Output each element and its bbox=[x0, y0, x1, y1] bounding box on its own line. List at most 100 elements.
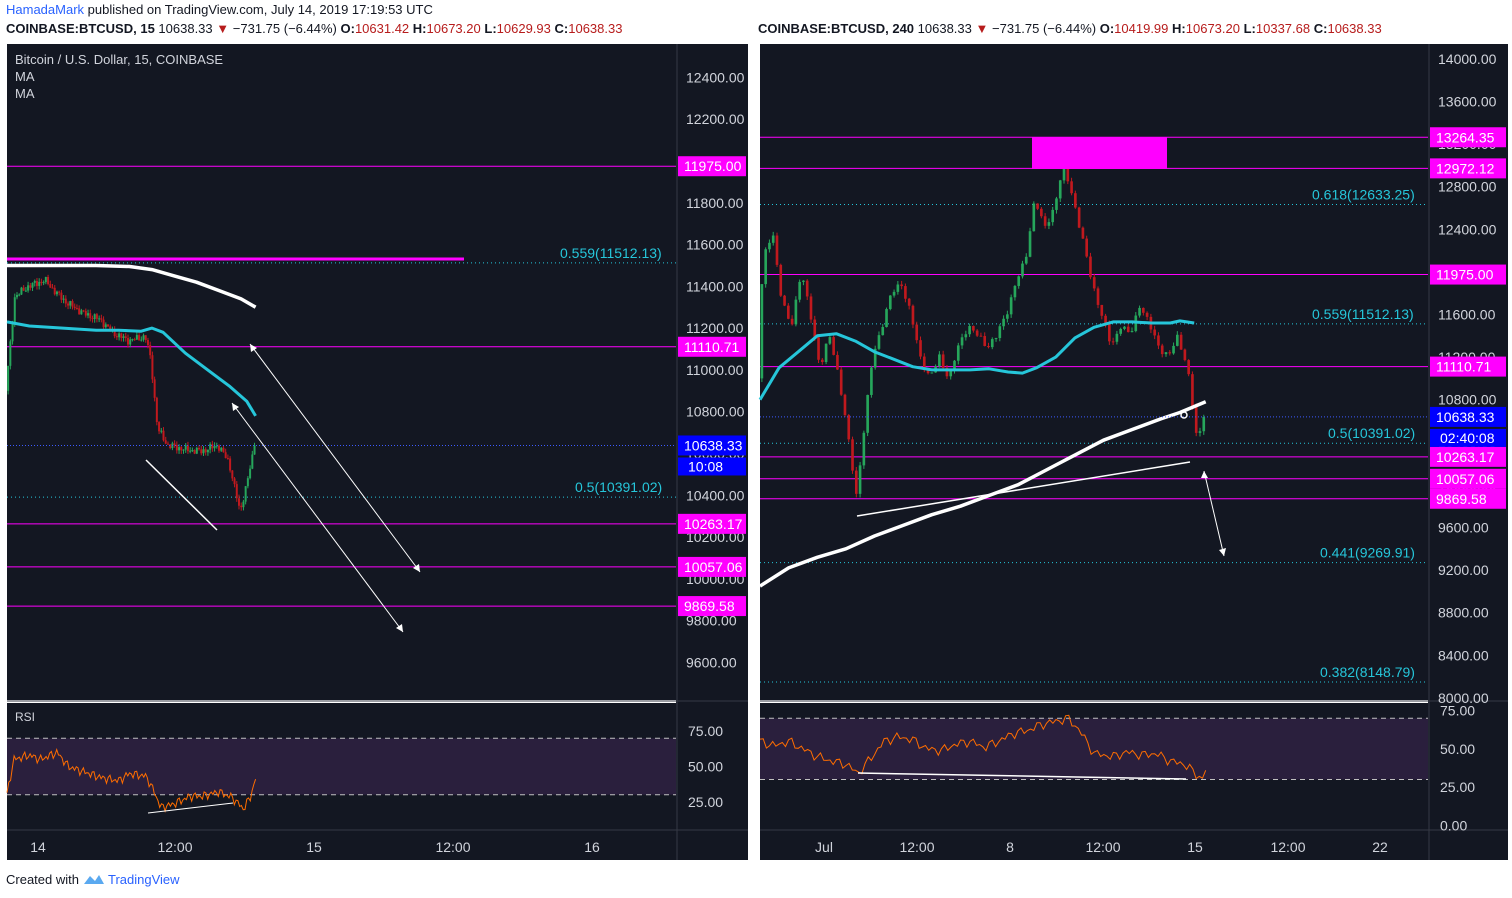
right-last-price-tag bbox=[1430, 406, 1506, 427]
left-chart-title: Bitcoin / U.S. Dollar, 15, COINBASE bbox=[15, 52, 223, 67]
tradingview-logo-icon bbox=[83, 873, 105, 888]
right-candle-body bbox=[990, 339, 994, 348]
right-candle-body bbox=[775, 235, 779, 265]
right-candle-body bbox=[987, 345, 990, 348]
left-ma-slow-line bbox=[7, 263, 257, 309]
left-indicator-label: MA bbox=[15, 86, 35, 101]
left-candle-body bbox=[78, 308, 81, 315]
right-candle-body bbox=[1100, 304, 1104, 316]
left-candle-body bbox=[64, 298, 67, 304]
right-fib-label: 0.618(12633.25) bbox=[1312, 186, 1415, 202]
right-level-tag bbox=[1430, 488, 1506, 509]
left-candle-body bbox=[42, 282, 45, 284]
left-candle-body bbox=[62, 298, 65, 300]
right-level-tag-text: 10263.17 bbox=[1436, 449, 1495, 465]
right-candle-body bbox=[1176, 334, 1179, 346]
right-candle-body bbox=[1119, 328, 1122, 334]
right-candle-body bbox=[832, 337, 835, 355]
right-l-label: L: bbox=[1243, 21, 1256, 36]
right-candle-body bbox=[949, 369, 953, 377]
left-y-tick: 9800.00 bbox=[686, 613, 737, 629]
left-level-tag bbox=[678, 513, 746, 534]
left-indicator-label: MA bbox=[15, 69, 35, 84]
right-trend-line bbox=[856, 461, 1191, 517]
left-candle-body bbox=[67, 303, 70, 306]
author-link[interactable]: HamadaMark bbox=[6, 2, 85, 17]
right-candle-body bbox=[794, 299, 798, 325]
right-level-tag bbox=[1430, 127, 1506, 148]
right-candle-body bbox=[930, 372, 934, 374]
right-candle-body bbox=[809, 296, 813, 320]
left-candle-body bbox=[100, 318, 103, 320]
left-candle-body bbox=[80, 310, 83, 315]
right-projection-arrow bbox=[1203, 470, 1225, 557]
left-candle-body bbox=[240, 505, 243, 508]
left-candle-body bbox=[102, 319, 105, 328]
left-candle-body bbox=[160, 430, 163, 432]
right-candle-body bbox=[1066, 163, 1070, 182]
right-candle-body bbox=[922, 356, 926, 371]
left-candle-body bbox=[206, 449, 209, 453]
right-y-tick: 8800.00 bbox=[1438, 605, 1489, 621]
left-candle-body bbox=[155, 397, 158, 423]
right-rsi-tick: 0.00 bbox=[1440, 817, 1467, 833]
right-x-tick: Jul bbox=[815, 839, 833, 855]
left-x-tick: 16 bbox=[584, 839, 600, 855]
right-candle-body bbox=[824, 343, 828, 363]
down-triangle-icon: ▼ bbox=[216, 21, 230, 36]
right-candle-body bbox=[1074, 193, 1077, 208]
right-candle-body bbox=[1040, 208, 1043, 217]
left-candle-body bbox=[95, 314, 98, 319]
left-candle-body bbox=[131, 339, 134, 341]
right-candle-body bbox=[896, 284, 900, 292]
right-candle-body bbox=[836, 354, 839, 370]
right-candle-body bbox=[1160, 345, 1164, 355]
right-candle-body bbox=[873, 348, 877, 368]
right-candle-body bbox=[1092, 277, 1096, 289]
right-y-tick: 13600.00 bbox=[1438, 94, 1497, 110]
left-y-tick: 11200.00 bbox=[686, 320, 744, 336]
left-o-label: O: bbox=[340, 21, 355, 36]
right-level-tag bbox=[1430, 356, 1506, 377]
tradingview-brand[interactable]: TradingView bbox=[108, 872, 180, 887]
left-level-tag bbox=[678, 156, 746, 177]
right-candle-body bbox=[1051, 209, 1055, 223]
left-candle-body bbox=[29, 285, 32, 288]
right-candle-body bbox=[1168, 352, 1172, 354]
left-candle-body bbox=[242, 501, 245, 508]
right-candle-body bbox=[885, 309, 888, 328]
right-o-label: O: bbox=[1099, 21, 1115, 36]
right-candle-body bbox=[1172, 345, 1175, 354]
left-rsi-tick: 75.00 bbox=[688, 723, 723, 739]
right-candle-body bbox=[1138, 307, 1141, 316]
published-text: published on TradingView.com, July 14, 2… bbox=[87, 2, 433, 17]
right-candle-body bbox=[798, 281, 801, 300]
left-candle-body bbox=[13, 297, 16, 325]
left-fib-label: 0.5(10391.02) bbox=[575, 479, 662, 495]
left-candle-body bbox=[146, 340, 149, 346]
right-x-tick: 8 bbox=[1006, 839, 1014, 855]
right-ma-fast-line bbox=[758, 319, 1195, 401]
left-x-tick: 14 bbox=[30, 839, 46, 855]
right-candle-body bbox=[779, 264, 783, 296]
left-rsi-band bbox=[7, 738, 676, 795]
left-candle-body bbox=[140, 339, 143, 341]
left-candle-body bbox=[215, 445, 218, 447]
right-rsi-tick: 75.00 bbox=[1440, 703, 1475, 719]
right-level-tag-text: 10057.06 bbox=[1436, 471, 1495, 487]
right-y-tick: 12800.00 bbox=[1438, 179, 1497, 195]
right-candle-body bbox=[1028, 231, 1032, 257]
right-candle-body bbox=[1043, 216, 1047, 226]
right-candle-body bbox=[760, 284, 764, 379]
left-rsi-divergence-line bbox=[147, 802, 234, 814]
right-candle-body bbox=[892, 291, 896, 296]
left-level-tag-text: 9869.58 bbox=[684, 598, 735, 614]
right-candle-body bbox=[1104, 315, 1107, 324]
left-candle-body bbox=[91, 318, 94, 320]
right-candle-body bbox=[1202, 416, 1206, 432]
right-candle-body bbox=[843, 394, 847, 416]
right-candle-body bbox=[904, 286, 907, 299]
right-candle-body bbox=[1157, 335, 1160, 346]
right-candle-body bbox=[994, 338, 998, 340]
